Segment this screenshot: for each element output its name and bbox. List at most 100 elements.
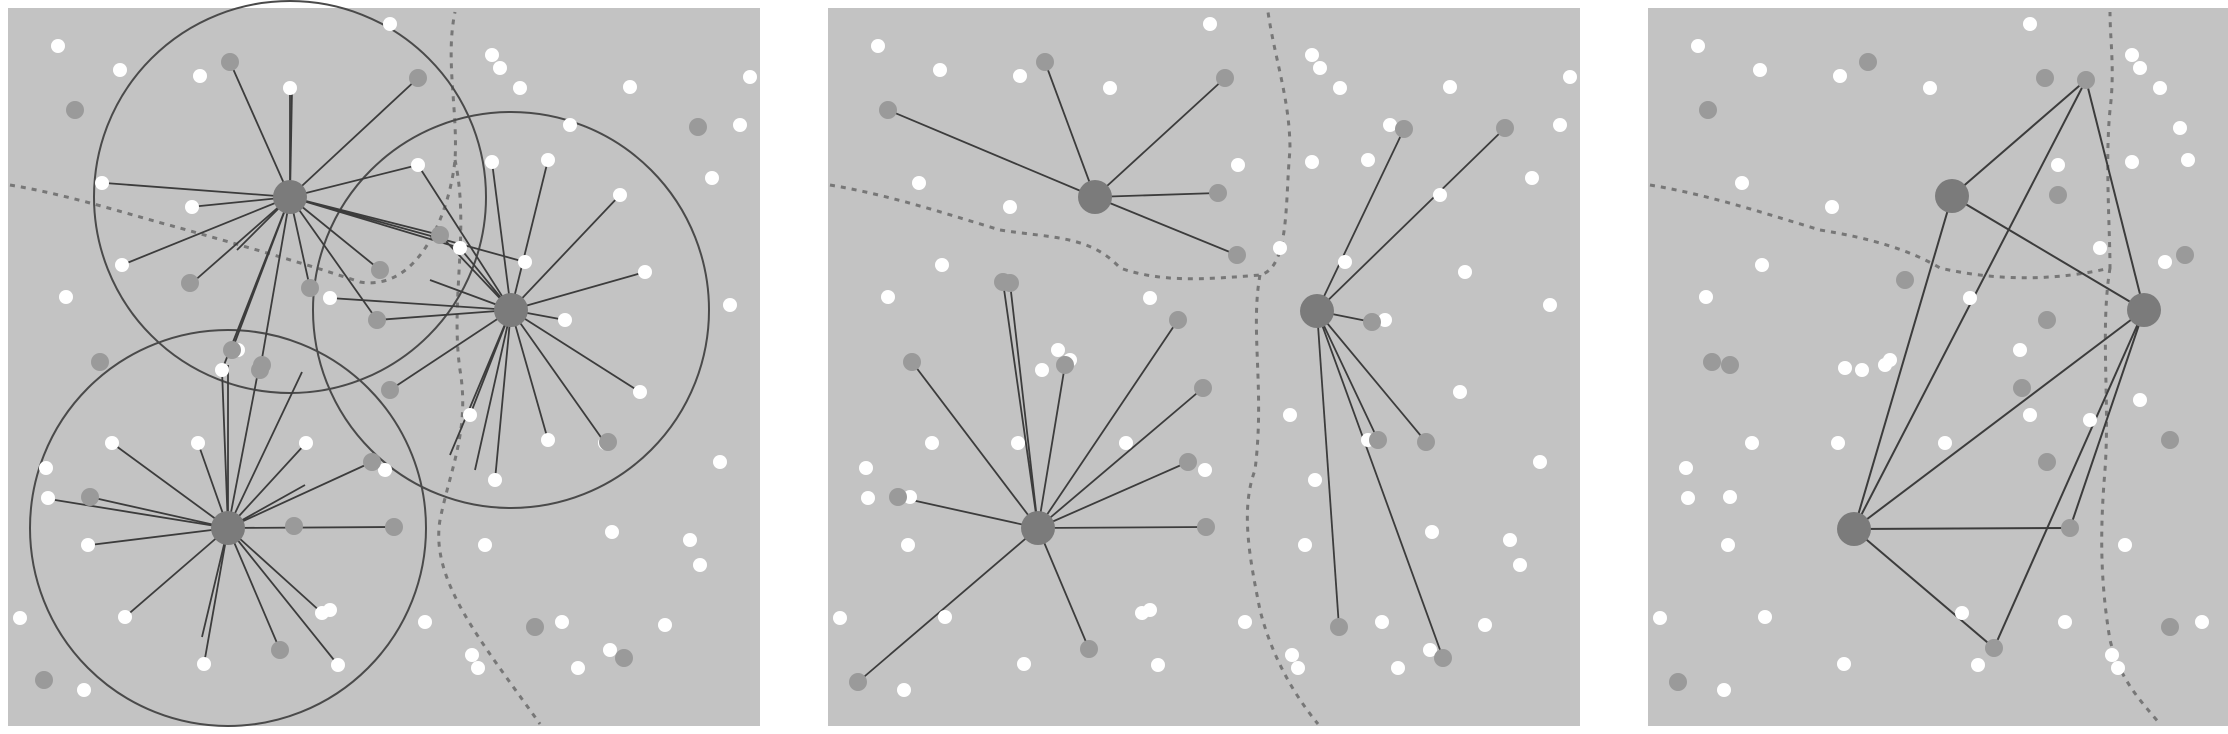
white-node — [1013, 69, 1027, 83]
white-node — [563, 118, 577, 132]
white-node — [1553, 118, 1567, 132]
graph-edge — [1951, 195, 2145, 311]
white-node — [2125, 155, 2139, 169]
white-node — [1198, 463, 1212, 477]
gray-node — [91, 353, 109, 371]
white-node — [1273, 241, 1287, 255]
white-node — [1035, 363, 1049, 377]
white-node — [555, 615, 569, 629]
white-node — [1203, 17, 1217, 31]
white-node — [485, 48, 499, 62]
white-node — [1383, 118, 1397, 132]
white-node — [1283, 408, 1297, 422]
link-line — [389, 309, 512, 391]
white-node — [1699, 290, 1713, 304]
hub-graph-diagram — [1648, 8, 2228, 726]
white-node — [2195, 615, 2209, 629]
link-line — [54, 499, 229, 529]
gray-node — [385, 518, 403, 536]
gray-node — [1496, 119, 1514, 137]
link-line — [227, 527, 323, 614]
white-node — [518, 255, 532, 269]
link-line — [474, 309, 512, 471]
gray-node — [1896, 271, 1914, 289]
white-node — [1308, 473, 1322, 487]
white-node — [2105, 648, 2119, 662]
white-node — [418, 615, 432, 629]
link-line — [227, 527, 339, 666]
white-node — [2023, 408, 2037, 422]
link-line — [491, 161, 512, 311]
gray-node — [1197, 518, 1215, 536]
gray-node — [35, 671, 53, 689]
link-line — [111, 442, 229, 529]
white-node — [935, 258, 949, 272]
white-node — [1837, 657, 1851, 671]
gray-node — [431, 226, 449, 244]
white-node — [1755, 258, 1769, 272]
gray-node — [2038, 311, 2056, 329]
gray-node — [2161, 618, 2179, 636]
gray-node — [285, 517, 303, 535]
link-line — [1037, 387, 1204, 529]
white-node — [2023, 17, 2037, 31]
link-line — [1009, 282, 1039, 529]
graph-edge — [1853, 527, 2071, 530]
gray-node — [2161, 431, 2179, 449]
white-node — [1923, 81, 1937, 95]
white-node — [859, 461, 873, 475]
white-node — [541, 433, 555, 447]
white-node — [463, 408, 477, 422]
white-node — [465, 648, 479, 662]
link-line — [203, 527, 229, 665]
white-node — [1298, 538, 1312, 552]
white-node — [331, 658, 345, 672]
link-line — [857, 527, 1039, 683]
white-node — [197, 657, 211, 671]
white-node — [59, 290, 73, 304]
link-line — [1316, 310, 1427, 443]
link-line — [1316, 127, 1506, 312]
gray-node — [849, 673, 867, 691]
link-line — [1044, 61, 1096, 198]
white-node — [912, 176, 926, 190]
link-line — [289, 164, 419, 198]
white-node — [605, 525, 619, 539]
gray-node — [1417, 433, 1435, 451]
link-line — [121, 196, 291, 266]
white-node — [1151, 658, 1165, 672]
boundary-dashed-line — [9, 11, 542, 725]
white-node — [1231, 158, 1245, 172]
panel-background — [828, 8, 1580, 726]
white-node — [2083, 413, 2097, 427]
white-node — [485, 155, 499, 169]
white-node — [41, 491, 55, 505]
white-node — [1011, 436, 1025, 450]
white-node — [453, 241, 467, 255]
white-node — [1143, 603, 1157, 617]
white-node — [1753, 63, 1767, 77]
gray-node — [1036, 53, 1054, 71]
white-node — [1453, 385, 1467, 399]
white-node — [933, 63, 947, 77]
gray-node — [689, 118, 707, 136]
graph-edge — [2085, 79, 2145, 311]
white-node — [658, 618, 672, 632]
link-line — [1316, 310, 1379, 441]
gray-node — [1703, 353, 1721, 371]
link-line — [1316, 310, 1444, 659]
gray-node — [1721, 356, 1739, 374]
white-node — [39, 461, 53, 475]
gray-node — [1669, 673, 1687, 691]
white-node — [1425, 525, 1439, 539]
link-line — [89, 496, 229, 529]
white-node — [881, 290, 895, 304]
white-node — [1338, 255, 1352, 269]
white-node — [925, 436, 939, 450]
white-node — [2111, 661, 2125, 675]
white-node — [299, 436, 313, 450]
gray-node — [889, 488, 907, 506]
white-node — [488, 473, 502, 487]
coverage-circle — [312, 111, 710, 509]
white-node — [215, 363, 229, 377]
